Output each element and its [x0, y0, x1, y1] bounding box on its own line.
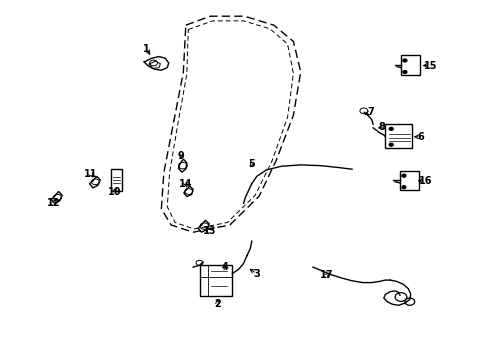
Circle shape: [402, 59, 406, 62]
Text: 11: 11: [83, 168, 97, 179]
Text: 16: 16: [418, 176, 431, 186]
Circle shape: [401, 186, 405, 189]
Bar: [200, 265, 232, 296]
Text: 1: 1: [143, 44, 150, 54]
Text: 8: 8: [377, 122, 384, 132]
Text: 3: 3: [253, 269, 260, 279]
Text: 7: 7: [366, 107, 373, 117]
Bar: [385, 124, 411, 148]
Bar: [111, 169, 122, 191]
Text: 4: 4: [221, 262, 228, 272]
Circle shape: [388, 127, 392, 130]
Circle shape: [401, 174, 405, 177]
Bar: [399, 171, 418, 190]
Text: 6: 6: [416, 132, 423, 142]
Text: 13: 13: [202, 226, 216, 236]
Text: 15: 15: [423, 60, 436, 71]
Text: 9: 9: [177, 150, 184, 161]
Text: 2: 2: [214, 299, 221, 309]
Text: 5: 5: [248, 159, 255, 169]
Text: 17: 17: [319, 270, 333, 280]
Bar: [400, 55, 419, 75]
Text: 12: 12: [47, 198, 61, 208]
Circle shape: [402, 71, 406, 73]
Circle shape: [388, 143, 392, 146]
Text: 14: 14: [179, 179, 192, 189]
Text: 10: 10: [108, 186, 122, 197]
